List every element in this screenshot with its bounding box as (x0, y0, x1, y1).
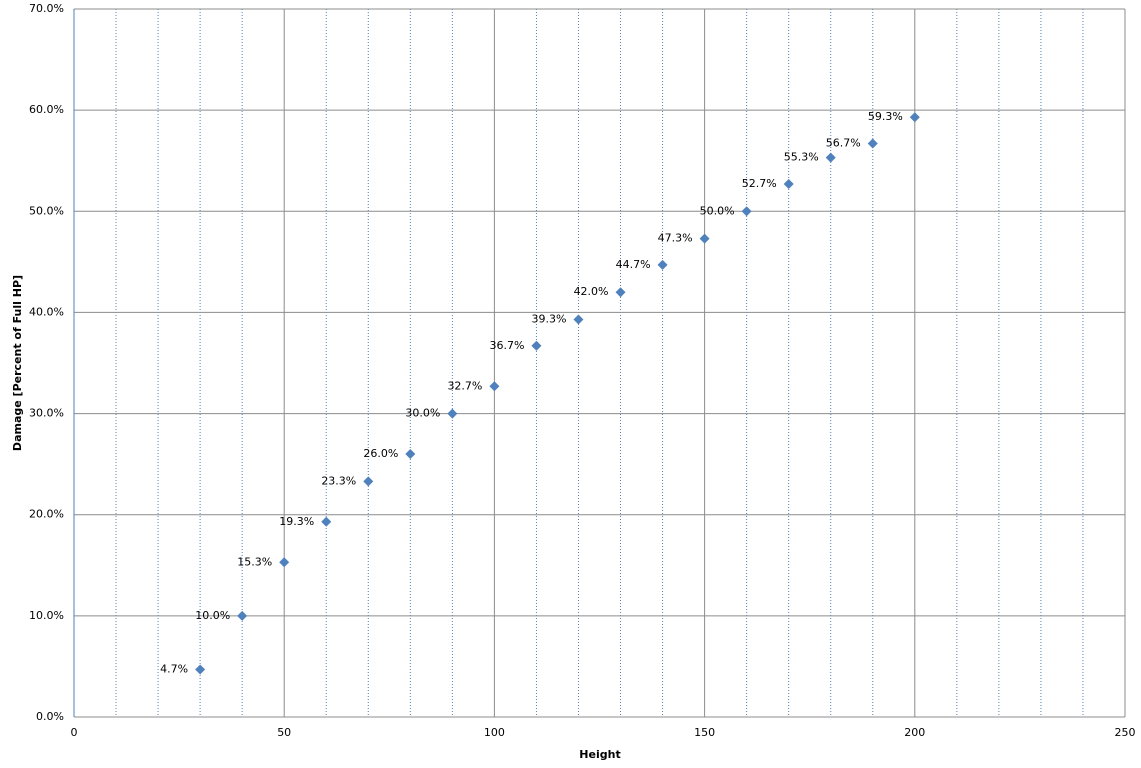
point (531, 340, 542, 351)
point (195, 664, 206, 675)
data-label: 10.0% (195, 609, 230, 622)
data-label: 55.3% (784, 151, 819, 164)
y-tick-label: 50.0% (29, 204, 64, 217)
point (741, 206, 752, 217)
x-tick-label: 50 (277, 726, 291, 739)
data-label: 39.3% (532, 313, 567, 326)
x-tick-label: 0 (71, 726, 78, 739)
data-label: 56.7% (826, 137, 861, 150)
y-tick-label: 60.0% (29, 103, 64, 116)
point (657, 259, 668, 270)
data-label: 30.0% (405, 407, 440, 420)
x-tick-label: 150 (694, 726, 715, 739)
y-tick-label: 10.0% (29, 609, 64, 622)
data-label: 36.7% (489, 339, 524, 352)
point (279, 557, 290, 568)
data-label: 59.3% (868, 110, 903, 123)
x-tick-label: 200 (904, 726, 925, 739)
point (363, 476, 374, 487)
x-axis-title: Height (579, 748, 620, 761)
data-label: 44.7% (616, 258, 651, 271)
x-tick-label: 100 (484, 726, 505, 739)
data-label: 32.7% (447, 379, 482, 392)
data-label: 42.0% (574, 285, 609, 298)
x-tick-label: 250 (1115, 726, 1136, 739)
point (615, 287, 626, 298)
y-tick-label: 0.0% (36, 710, 64, 723)
point (321, 516, 332, 527)
point (447, 408, 458, 419)
point (825, 152, 836, 163)
data-label: 47.3% (658, 232, 693, 245)
point (573, 314, 584, 325)
y-axis-title: Damage [Percent of Full HP] (11, 275, 24, 451)
data-label: 26.0% (363, 447, 398, 460)
point (699, 233, 710, 244)
point (489, 381, 500, 392)
point (237, 610, 248, 621)
y-tick-label: 30.0% (29, 407, 64, 420)
y-tick-label: 70.0% (29, 2, 64, 15)
data-label: 19.3% (279, 515, 314, 528)
y-tick-label: 40.0% (29, 305, 64, 318)
data-label: 15.3% (237, 555, 272, 568)
point (405, 449, 416, 460)
data-label: 23.3% (321, 474, 356, 487)
data-label: 50.0% (700, 204, 735, 217)
data-label: 52.7% (742, 177, 777, 190)
point (867, 138, 878, 149)
y-tick-label: 20.0% (29, 508, 64, 521)
data-label: 4.7% (160, 662, 188, 675)
point (783, 178, 794, 189)
point (909, 112, 920, 123)
